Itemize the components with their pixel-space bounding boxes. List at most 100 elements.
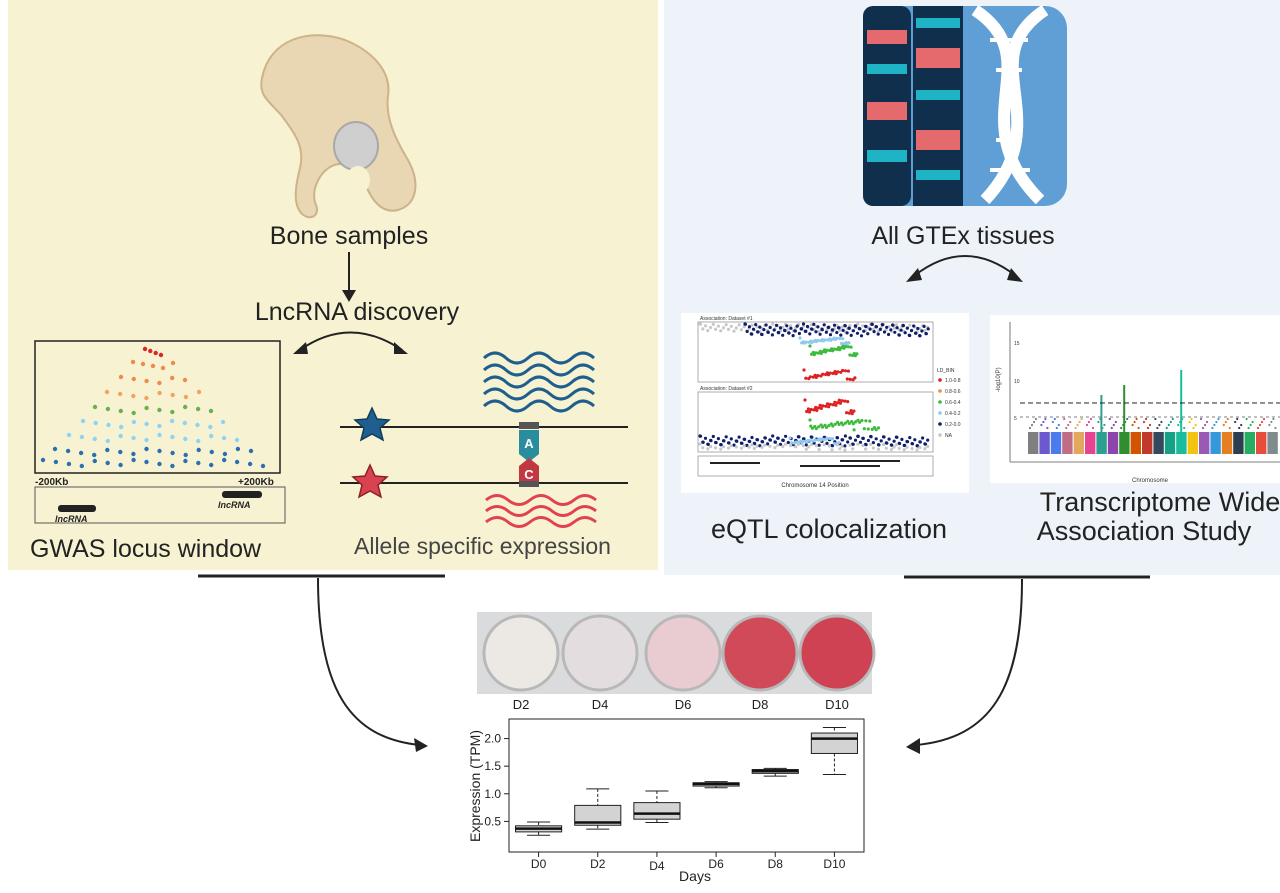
gwas-point	[144, 378, 149, 384]
eqtl-point	[835, 436, 840, 440]
eqtl-point	[732, 443, 736, 447]
eqtl-point	[817, 443, 821, 447]
eqtl-point	[858, 440, 863, 444]
eqtl-point	[800, 327, 804, 331]
eqtl-point	[918, 334, 922, 338]
eqtl-point	[828, 402, 832, 406]
eqtl-point	[815, 408, 819, 412]
eqtl-point	[827, 444, 831, 448]
gwas-point	[131, 435, 136, 441]
gwas-point	[105, 438, 111, 444]
eqtl-point	[807, 410, 812, 414]
eqtl-point	[918, 445, 922, 450]
eqtl-point	[870, 322, 874, 326]
gwas-point	[118, 433, 123, 439]
arrow-head	[293, 342, 308, 354]
chromosome-bar	[1142, 432, 1153, 454]
well-day-label: D2	[513, 697, 530, 712]
x-tick-label: D0	[531, 857, 547, 871]
eqtl-point	[806, 438, 810, 443]
gwas-point	[119, 424, 124, 430]
gwas-point	[183, 394, 189, 400]
eqtl-point	[790, 441, 794, 445]
legend-swatch	[938, 422, 942, 426]
eqtl-point	[760, 445, 764, 449]
eqtl-point	[709, 439, 713, 443]
twas-point	[1228, 426, 1231, 430]
eqtl-point	[721, 445, 726, 449]
eqtl-point	[841, 438, 845, 442]
twas-ytick: 5	[1014, 416, 1017, 422]
twas-point	[1211, 426, 1214, 430]
eqtl-point	[912, 324, 916, 328]
eqtl-point	[887, 332, 891, 337]
eqtl-point	[828, 436, 832, 441]
gwas-point	[209, 449, 214, 455]
eqtl-point	[786, 440, 790, 445]
chromosome-bar	[1028, 432, 1039, 454]
eqtl-point	[798, 336, 802, 340]
eqtl-point	[905, 440, 910, 444]
gwas-locus-window-label: GWAS locus window	[30, 535, 262, 563]
eqtl-point	[839, 333, 843, 337]
eqtl-point	[822, 443, 826, 447]
y-tick-label: 1.0	[484, 787, 501, 801]
eqtl-point	[855, 331, 860, 335]
gwas-point	[92, 404, 98, 410]
lncrna-tag: lncRNA	[55, 514, 88, 524]
eqtl-point	[845, 331, 849, 335]
eqtl-point	[802, 437, 806, 441]
eqtl-point	[847, 341, 851, 345]
eqtl-point	[852, 428, 856, 432]
gwas-point	[144, 459, 149, 465]
gwas-point	[196, 438, 201, 444]
gwas-point	[157, 461, 162, 467]
twas-point	[1169, 420, 1172, 424]
twas-point	[1053, 417, 1056, 421]
eqtl-point	[816, 325, 820, 329]
gwas-point	[117, 391, 123, 397]
eqtl-point	[818, 349, 822, 353]
eqtl-point	[831, 437, 835, 441]
eqtl-point	[808, 418, 812, 422]
gwas-point	[104, 389, 110, 395]
variant-star-blue-icon	[353, 406, 391, 442]
eqtl-point	[804, 447, 808, 451]
eqtl-point	[804, 329, 808, 333]
eqtl-point	[848, 377, 852, 381]
gwas-point	[79, 434, 85, 440]
allele-cap	[519, 481, 539, 487]
eqtl-point	[864, 325, 868, 329]
gwas-point	[170, 409, 175, 415]
gwas-point	[131, 410, 136, 416]
gwas-point	[105, 406, 111, 412]
gwas-point	[220, 419, 226, 425]
eqtl-point	[918, 440, 922, 444]
eqtl-point	[921, 436, 925, 440]
gwas-point	[65, 448, 71, 454]
legend-label: NA	[945, 433, 953, 439]
eqtl-point	[762, 328, 766, 332]
x-tick-label: D4	[649, 859, 665, 873]
eqtl-point	[783, 329, 787, 333]
eqtl-point	[827, 424, 831, 428]
eqtl-point	[729, 324, 733, 328]
eqtl-point	[747, 325, 752, 329]
eqtl-point	[856, 434, 860, 438]
eqtl-point	[819, 406, 823, 410]
twas-manhattan-plot: -log10(P) 15 10 5 Chromosome	[990, 315, 1280, 484]
eqtl-point	[847, 411, 852, 415]
eqtl-point	[781, 438, 785, 442]
eqtl-point	[850, 412, 854, 416]
gwas-point	[221, 435, 227, 441]
eqtl-point	[737, 323, 741, 327]
eqtl-point	[791, 334, 795, 338]
gwas-point	[140, 361, 146, 367]
gwas-point	[118, 449, 123, 455]
bone-samples-label: Bone samples	[270, 222, 428, 250]
eqtl-point	[750, 443, 754, 447]
eqtl-point	[839, 421, 844, 425]
eqtl-point	[763, 436, 767, 440]
box-d2	[574, 804, 622, 826]
eqtl-point	[761, 440, 765, 444]
